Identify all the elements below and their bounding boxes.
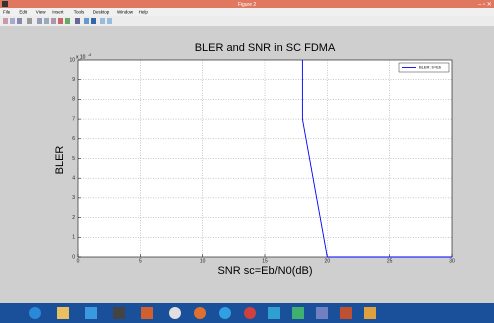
y-tick-label: 7 bbox=[72, 116, 75, 122]
taskbar-icon[interactable] bbox=[219, 307, 231, 319]
chart-title: BLER and SNR in SC FDMA bbox=[195, 42, 336, 54]
y-tick-label: 2 bbox=[72, 215, 75, 221]
y-tick-label: 3 bbox=[72, 195, 75, 201]
tool-icon[interactable] bbox=[75, 18, 80, 24]
menu-item[interactable]: Edit bbox=[19, 10, 28, 15]
taskbar-icon[interactable] bbox=[292, 307, 304, 319]
y-multiplier-exponent: -4 bbox=[88, 53, 91, 57]
y-tick-label: 9 bbox=[72, 77, 75, 83]
y-tick-label: 1 bbox=[72, 235, 75, 241]
menu-item[interactable]: Insert bbox=[52, 10, 64, 15]
tool-icon[interactable] bbox=[51, 18, 56, 24]
tool-icon[interactable] bbox=[84, 18, 89, 24]
legend-label: BLER: b=Eb bbox=[419, 65, 442, 70]
window-title: Figure 2 bbox=[238, 2, 257, 8]
y-tick-label: 10 bbox=[69, 57, 75, 63]
x-tick-label: 30 bbox=[449, 258, 455, 264]
y-tick-label: 6 bbox=[72, 136, 75, 142]
menu-item[interactable]: Help bbox=[139, 10, 149, 15]
tool-icon[interactable] bbox=[27, 18, 32, 24]
taskbar-icon[interactable] bbox=[244, 307, 256, 319]
taskbar-icon[interactable] bbox=[141, 307, 153, 319]
tool-icon[interactable] bbox=[37, 18, 42, 24]
taskbar-icon[interactable] bbox=[316, 307, 328, 319]
taskbar-icon[interactable] bbox=[113, 307, 125, 319]
tool-icon[interactable] bbox=[17, 18, 22, 24]
x-tick-label: 5 bbox=[139, 258, 142, 264]
menu-item[interactable]: Window bbox=[117, 10, 134, 15]
tool-icon[interactable] bbox=[91, 18, 96, 24]
tool-icon[interactable] bbox=[44, 18, 49, 24]
tool-icon[interactable] bbox=[58, 18, 63, 24]
taskbar-icon[interactable] bbox=[194, 307, 206, 319]
y-tick-label: 8 bbox=[72, 97, 75, 103]
tool-icon[interactable] bbox=[3, 18, 8, 24]
y-tick-label: 0 bbox=[72, 254, 75, 260]
x-tick-label: 10 bbox=[200, 258, 206, 264]
taskbar-icon[interactable] bbox=[169, 307, 181, 319]
taskbar-icon[interactable] bbox=[57, 307, 69, 319]
x-tick-label: 20 bbox=[325, 258, 331, 264]
tool-icon[interactable] bbox=[10, 18, 15, 24]
taskbar-icon[interactable] bbox=[29, 307, 41, 319]
x-axis-label: SNR sc=Eb/N0(dB) bbox=[217, 265, 312, 277]
taskbar-icon[interactable] bbox=[364, 307, 376, 319]
menu: File Edit View Insert Tools Desktop Window Help bbox=[3, 10, 148, 15]
menu-item[interactable]: View bbox=[36, 10, 46, 15]
x-tick-label: 25 bbox=[387, 258, 393, 264]
app-icon bbox=[2, 1, 8, 7]
tool-icon[interactable] bbox=[100, 18, 105, 24]
y-multiplier: x 10 bbox=[76, 54, 86, 60]
screen: Figure 2 – ▫ ✕ File Edit View Insert Tools De… bbox=[0, 0, 494, 323]
window-controls[interactable]: – ▫ ✕ bbox=[478, 2, 492, 8]
x-tick-label: 15 bbox=[262, 258, 268, 264]
tool-icon[interactable] bbox=[107, 18, 112, 24]
menu-item[interactable]: File bbox=[3, 10, 11, 15]
taskbar-icon[interactable] bbox=[85, 307, 97, 319]
taskbar-icon[interactable] bbox=[340, 307, 352, 319]
y-axis-label: BLER bbox=[54, 146, 66, 175]
menu-item[interactable]: Desktop bbox=[93, 10, 110, 15]
tool-icon[interactable] bbox=[65, 18, 70, 24]
menu-item[interactable]: Tools bbox=[74, 10, 85, 15]
y-tick-label: 4 bbox=[72, 176, 75, 182]
toolbar bbox=[0, 16, 494, 26]
y-tick-label: 5 bbox=[72, 156, 75, 162]
taskbar-icon[interactable] bbox=[268, 307, 280, 319]
x-tick-label: 0 bbox=[77, 258, 80, 264]
